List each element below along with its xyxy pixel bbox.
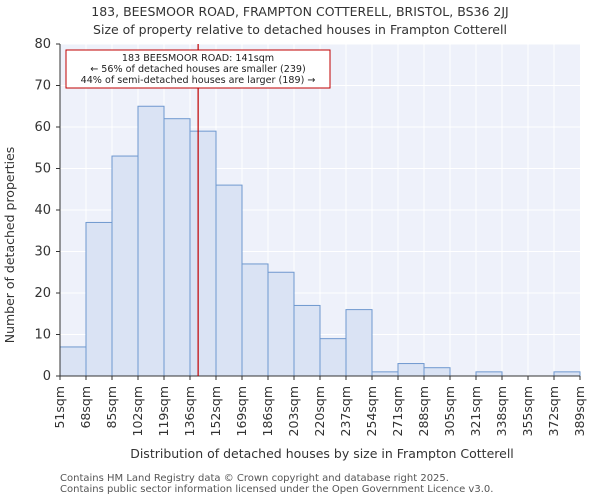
- x-axis-title: Distribution of detached houses by size …: [130, 446, 514, 461]
- bar-220sqm: [319, 338, 347, 377]
- x-tick-label-338sqm: 338sqm: [494, 386, 509, 436]
- bar-321sqm: [475, 371, 503, 377]
- x-tick-label-169sqm: 169sqm: [234, 386, 249, 436]
- x-tick-label-136sqm: 136sqm: [182, 386, 197, 436]
- bar-68sqm: [85, 221, 113, 377]
- footer-licence: Contains public sector information licen…: [60, 484, 494, 495]
- y-tick-label-0: 0: [43, 369, 51, 384]
- chart-subtitle: Size of property relative to detached ho…: [93, 22, 507, 37]
- x-tick-label-102sqm: 102sqm: [130, 386, 145, 436]
- bar-136sqm: [189, 130, 217, 377]
- x-tick-label-237sqm: 237sqm: [338, 386, 353, 436]
- y-tick-label-1: 10: [34, 328, 51, 343]
- y-tick-label-4: 40: [34, 203, 51, 218]
- x-tick-label-389sqm: 389sqm: [572, 386, 587, 436]
- bar-119sqm: [163, 118, 191, 377]
- y-tick-label-8: 80: [34, 37, 51, 52]
- bar-203sqm: [293, 304, 321, 377]
- y-tick-label-3: 30: [34, 245, 51, 260]
- bar-372sqm: [553, 371, 581, 377]
- x-tick-label-186sqm: 186sqm: [260, 386, 275, 436]
- y-tick-label-6: 60: [34, 120, 51, 135]
- x-tick-label-321sqm: 321sqm: [468, 386, 483, 436]
- x-tick-label-355sqm: 355sqm: [520, 386, 535, 436]
- x-tick-label-305sqm: 305sqm: [442, 386, 457, 436]
- chart-title: 183, BEESMOOR ROAD, FRAMPTON COTTERELL, …: [91, 4, 509, 19]
- bar-169sqm: [241, 263, 269, 377]
- x-tick-label-119sqm: 119sqm: [156, 386, 171, 436]
- x-tick-label-85sqm: 85sqm: [104, 386, 119, 429]
- x-tick-label-220sqm: 220sqm: [312, 386, 327, 436]
- x-tick-label-203sqm: 203sqm: [286, 386, 301, 436]
- annotation-line-3: 44% of semi-detached houses are larger (…: [81, 75, 316, 86]
- y-axis-title: Number of detached properties: [2, 147, 17, 344]
- annotation-box: [65, 49, 331, 89]
- x-tick-label-51sqm: 51sqm: [52, 386, 67, 429]
- y-tick-label-2: 20: [34, 286, 51, 301]
- annotation-line-2: ← 56% of detached houses are smaller (23…: [90, 64, 306, 75]
- x-tick-label-271sqm: 271sqm: [390, 386, 405, 436]
- y-tick-label-5: 50: [34, 162, 51, 177]
- footer-copyright: Contains HM Land Registry data © Crown c…: [60, 473, 449, 484]
- bar-186sqm: [267, 271, 295, 377]
- bar-288sqm: [423, 367, 451, 377]
- bar-254sqm: [371, 371, 399, 377]
- x-tick-label-152sqm: 152sqm: [208, 386, 223, 436]
- x-tick-label-372sqm: 372sqm: [546, 386, 561, 436]
- x-tick-label-68sqm: 68sqm: [78, 386, 93, 429]
- y-tick-label-7: 70: [34, 79, 51, 94]
- x-tick-label-288sqm: 288sqm: [416, 386, 431, 436]
- bar-152sqm: [215, 184, 243, 377]
- bar-85sqm: [111, 155, 139, 377]
- bar-271sqm: [397, 363, 425, 377]
- x-tick-label-254sqm: 254sqm: [364, 386, 379, 436]
- bar-102sqm: [137, 105, 165, 377]
- bar-237sqm: [345, 309, 373, 377]
- annotation-line-1: 183 BEESMOOR ROAD: 141sqm: [122, 53, 274, 64]
- bar-51sqm: [59, 346, 87, 377]
